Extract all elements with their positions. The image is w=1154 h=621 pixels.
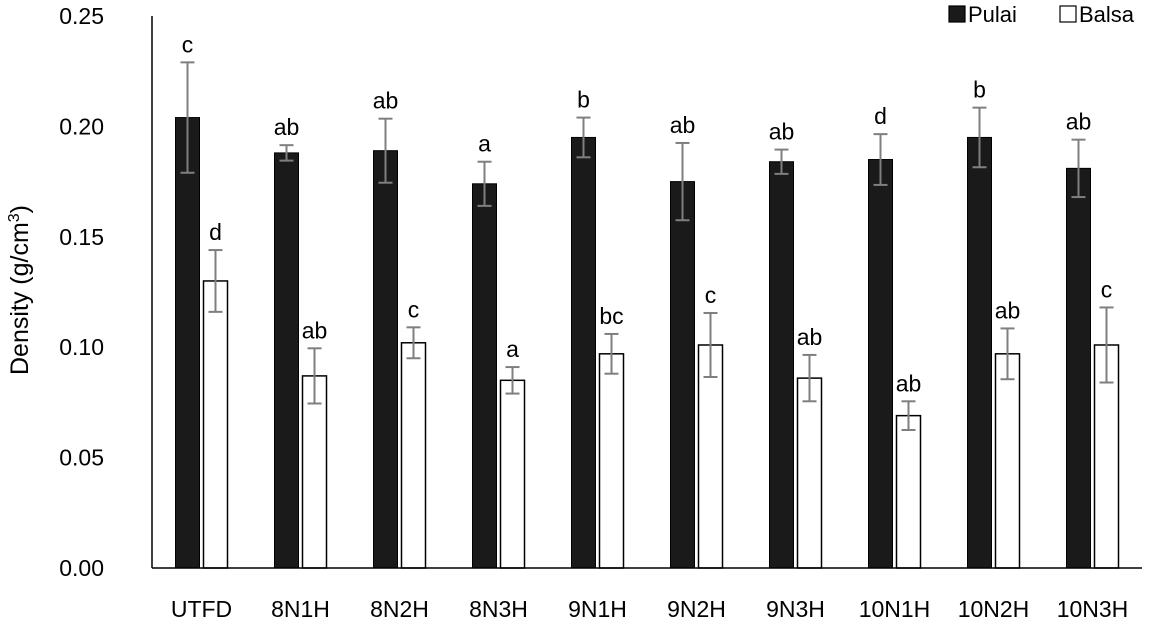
legend-label-pulai: Pulai: [968, 2, 1017, 27]
error-bar: [406, 326, 421, 360]
y-tick-label: 0.20: [59, 113, 104, 139]
y-tick-label: 0.05: [59, 445, 104, 471]
bar-pulai: [769, 161, 794, 569]
significance-label: c: [182, 31, 194, 57]
error-bar: [1099, 306, 1114, 384]
significance-label: ab: [896, 370, 922, 396]
bar-balsa: [994, 353, 1021, 569]
bar-balsa: [400, 342, 427, 569]
category-label: 10N1H: [859, 596, 931, 621]
category-label: UTFD: [171, 596, 232, 621]
error-bar: [208, 249, 223, 313]
error-bar: [1071, 138, 1086, 199]
bar-balsa: [598, 353, 625, 569]
error-bar: [873, 133, 888, 186]
significance-label: c: [408, 296, 420, 322]
category-label: 9N1H: [568, 596, 627, 621]
bar-balsa: [499, 379, 526, 569]
significance-label: a: [506, 336, 519, 362]
error-bar: [279, 144, 294, 162]
significance-label: d: [874, 103, 887, 129]
significance-label: c: [705, 282, 717, 308]
y-tick-label: 0.25: [59, 3, 104, 29]
significance-label: a: [478, 131, 491, 157]
significance-label: ab: [274, 114, 300, 140]
bar-pulai: [670, 181, 695, 569]
y-axis-ticks: 0.00 0.05 0.10 0.15 0.20 0.25: [59, 3, 104, 581]
error-bar: [477, 160, 492, 207]
bar-pulai: [1066, 167, 1091, 569]
y-axis-title-superscript: 3: [6, 213, 23, 222]
significance-label: ab: [373, 88, 399, 114]
bar-balsa: [796, 377, 823, 569]
category-label: 8N1H: [271, 596, 330, 621]
bar-balsa: [202, 280, 229, 569]
bar-pulai: [472, 183, 497, 569]
category-labels-layer: UTFD 8N1H 8N2H 8N3H 9N1H 9N2H 9N3H 10N1H 10N2H 10…: [171, 596, 1128, 621]
error-bar: [604, 332, 619, 375]
error-bar: [180, 61, 195, 174]
error-bar: [307, 347, 322, 405]
significance-label: b: [577, 87, 590, 113]
y-axis-title: Density (g/cm3): [6, 205, 34, 375]
significance-label: ab: [1066, 109, 1092, 135]
significance-label: ab: [995, 297, 1021, 323]
y-tick-label: 0.15: [59, 224, 104, 250]
y-tick-label: 0.00: [59, 555, 104, 581]
bar-pulai: [868, 159, 893, 569]
bar-balsa: [697, 344, 724, 569]
error-bar: [675, 141, 690, 222]
significance-label: ab: [797, 324, 823, 350]
error-bar: [576, 116, 591, 159]
error-bar: [505, 366, 520, 395]
legend: Pulai Balsa: [948, 2, 1135, 27]
category-label: 10N2H: [958, 596, 1030, 621]
bar-balsa: [301, 375, 328, 569]
error-bar: [972, 106, 987, 169]
category-label: 10N3H: [1057, 596, 1129, 621]
bar-pulai: [967, 136, 992, 569]
significance-label: bc: [599, 303, 623, 329]
bar-pulai: [175, 117, 200, 569]
bar-pulai: [571, 136, 596, 569]
error-bar: [703, 311, 718, 379]
legend-swatch-balsa: [1059, 5, 1077, 23]
significance-label: ab: [769, 119, 795, 145]
significance-label: ab: [670, 112, 696, 138]
error-bar: [901, 400, 916, 431]
legend-label-balsa: Balsa: [1079, 2, 1135, 27]
y-tick-label: 0.10: [59, 334, 104, 360]
y-axis-title-close: ): [6, 205, 34, 213]
error-bars-layer: [180, 61, 1114, 431]
significance-label: b: [973, 77, 986, 103]
category-label: 9N2H: [667, 596, 726, 621]
bar-pulai: [373, 150, 398, 569]
bar-balsa: [895, 414, 922, 569]
error-bar: [774, 148, 789, 175]
significance-label: c: [1101, 276, 1113, 302]
significance-label: ab: [302, 317, 328, 343]
error-bar: [802, 353, 817, 403]
significance-label: d: [209, 219, 222, 245]
category-label: 8N3H: [469, 596, 528, 621]
error-bar: [378, 117, 393, 184]
category-label: 8N2H: [370, 596, 429, 621]
bar-pulai: [274, 152, 299, 569]
error-bar: [1000, 327, 1015, 381]
category-label: 9N3H: [766, 596, 825, 621]
legend-swatch-pulai: [948, 5, 966, 23]
